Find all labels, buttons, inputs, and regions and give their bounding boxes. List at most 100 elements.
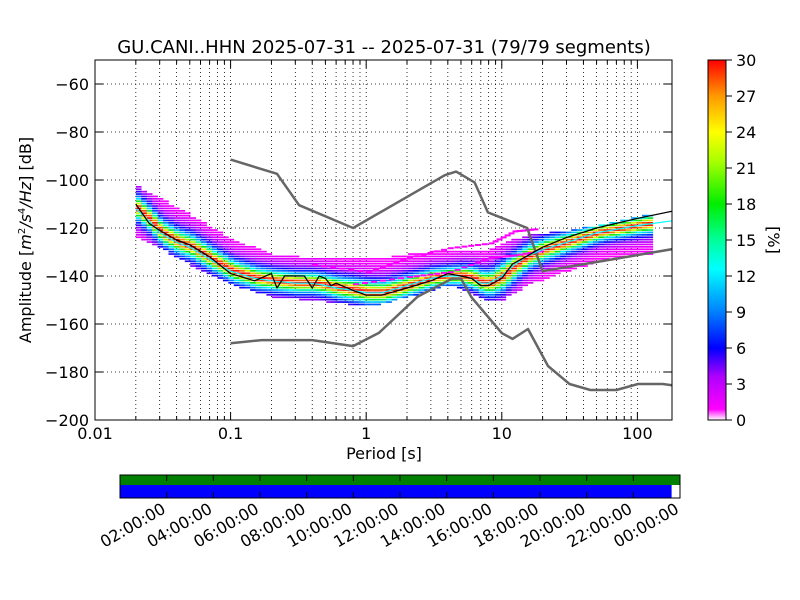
psd-density-cell <box>201 270 207 272</box>
psd-density-cell <box>228 282 235 284</box>
psd-density-cell <box>620 248 626 251</box>
psd-density-cell <box>315 279 322 282</box>
psd-density-cell <box>304 265 311 267</box>
psd-density-cell <box>441 272 447 274</box>
psd-density-cell <box>429 274 436 277</box>
psd-density-cell <box>277 258 284 260</box>
psd-density-cell <box>271 262 278 265</box>
psd-density-cell <box>533 277 539 279</box>
psd-density-cell <box>358 303 365 306</box>
psd-density-cell <box>500 284 507 287</box>
psd-density-cell <box>512 230 519 233</box>
psd-density-cell <box>326 265 333 267</box>
psd-density-cell <box>565 253 572 255</box>
psd-density-cell <box>190 219 196 222</box>
psd-density-cell <box>222 258 229 260</box>
psd-density-cell <box>288 272 294 275</box>
psd-density-cell <box>168 246 175 248</box>
psd-density-cell <box>641 219 648 222</box>
psd-density-cell <box>386 267 392 270</box>
psd-density-cell <box>565 262 572 265</box>
psd-density-cell <box>369 303 376 306</box>
psd-density-cell <box>212 250 218 253</box>
psd-density-cell <box>173 255 180 258</box>
psd-density-cell <box>228 248 235 251</box>
psd-density-cell <box>505 289 512 291</box>
colorbar-tick-label: 18 <box>736 195 756 214</box>
psd-density-cell <box>467 284 474 287</box>
psd-density-cell <box>435 258 441 260</box>
psd-density-cell <box>299 289 305 291</box>
psd-density-cell <box>500 250 507 253</box>
psd-density-cell <box>255 286 262 289</box>
psd-density-cell <box>446 250 452 253</box>
psd-density-cell <box>571 229 577 231</box>
psd-density-cell <box>527 265 534 267</box>
psd-density-cell <box>462 250 469 253</box>
psd-density-cell <box>348 279 354 282</box>
psd-density-cell <box>533 279 539 282</box>
psd-density-cell <box>304 284 311 287</box>
psd-density-cell <box>413 253 420 255</box>
psd-density-cell <box>282 286 289 289</box>
psd-density-cell <box>495 282 501 284</box>
psd-density-cell <box>337 286 343 289</box>
psd-density-cell <box>369 272 376 275</box>
x-axis-label: Period [s] <box>346 444 422 463</box>
psd-density-cell <box>527 270 534 272</box>
psd-density-cell <box>282 272 289 275</box>
psd-density-cell <box>543 243 550 246</box>
psd-density-cell <box>495 298 501 301</box>
psd-density-cell <box>473 291 479 294</box>
psd-density-cell <box>511 270 518 272</box>
psd-density-cell <box>277 262 284 265</box>
psd-density-cell <box>625 248 632 251</box>
psd-density-cell <box>560 262 567 265</box>
psd-density-cell <box>538 253 545 255</box>
psd-density-cell <box>239 284 245 287</box>
psd-density-cell <box>565 250 572 253</box>
psd-density-cell <box>609 246 616 248</box>
psd-density-cell <box>636 241 643 243</box>
psd-density-cell <box>190 250 196 253</box>
psd-density-cell <box>337 265 343 267</box>
psd-density-cell <box>598 229 605 231</box>
psd-density-cell <box>163 217 169 219</box>
psd-density-cell <box>163 243 169 246</box>
psd-density-cell <box>206 243 213 246</box>
psd-density-cell <box>418 272 425 275</box>
psd-density-cell <box>212 270 218 272</box>
psd-density-cell <box>299 265 305 267</box>
psd-density-cell <box>173 214 180 217</box>
psd-density-cell <box>201 248 207 251</box>
psd-density-cell <box>331 270 338 272</box>
psd-density-cell <box>331 258 338 260</box>
psd-density-cell <box>451 270 458 272</box>
psd-density-cell <box>348 284 354 287</box>
psd-density-cell <box>473 255 479 258</box>
psd-density-cell <box>473 265 479 267</box>
psd-density-cell <box>625 246 632 248</box>
psd-density-cell <box>217 236 224 239</box>
psd-density-cell <box>331 289 338 291</box>
psd-density-cell <box>554 272 561 275</box>
psd-density-cell <box>233 255 240 258</box>
psd-density-cell <box>516 284 523 287</box>
psd-density-cell <box>271 284 278 287</box>
psd-density-cell <box>190 236 196 239</box>
psd-density-cell <box>641 246 648 248</box>
psd-density-cell <box>179 222 186 224</box>
psd-density-cell <box>212 248 218 251</box>
psd-density-cell <box>511 246 518 248</box>
psd-density-cell <box>560 238 567 241</box>
psd-density-cell <box>397 294 403 296</box>
psd-density-cell <box>397 284 403 287</box>
psd-density-cell <box>614 241 621 243</box>
psd-density-cell <box>386 264 393 266</box>
psd-density-cell <box>168 214 175 217</box>
psd-density-cell <box>391 274 398 277</box>
psd-density-cell <box>397 255 403 258</box>
psd-density-cell <box>206 234 213 236</box>
psd-density-cell <box>228 277 235 279</box>
psd-density-cell <box>195 262 202 265</box>
